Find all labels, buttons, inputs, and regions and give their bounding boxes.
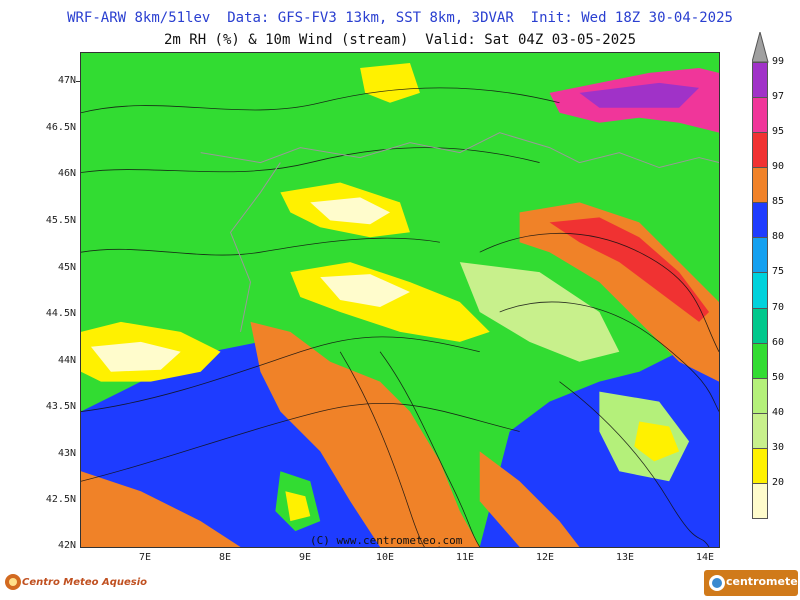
legend-label: 97 — [771, 91, 785, 103]
lat-label-44n: 44N — [57, 355, 76, 366]
lat-label-42n: 42N — [57, 540, 76, 551]
lon-label-12e: 12E — [535, 552, 555, 563]
legend-label: 40 — [771, 406, 785, 418]
legend-label: 85 — [771, 196, 785, 208]
legend-label: 60 — [771, 336, 785, 348]
legend-label: 90 — [771, 161, 785, 173]
lon-label-7e: 7E — [138, 552, 152, 563]
lon-label-8e: 8E — [218, 552, 232, 563]
rh-legend-colorbar — [752, 32, 770, 519]
lat-label-45-5n: 45.5N — [45, 215, 76, 226]
lon-label-11e: 11E — [455, 552, 475, 563]
legend-label: 70 — [771, 301, 785, 313]
legend-label: 75 — [771, 266, 785, 278]
legend-label: 99 — [771, 56, 785, 67]
copyright-watermark: (C) www.centrometeo.com — [310, 534, 463, 547]
lon-label-13e: 13E — [615, 552, 635, 563]
aquesio-globe-icon — [5, 574, 21, 590]
lat-label-46n: 46N — [57, 168, 76, 179]
centrometeo-globe-icon — [709, 575, 725, 591]
lat-label-42-5n: 42.5N — [45, 494, 76, 505]
legend-swatch — [752, 62, 768, 99]
legend-label: 20 — [771, 476, 785, 488]
legend-label: 50 — [771, 371, 785, 383]
logo-right-text: centrometeo — [726, 575, 800, 588]
map-title-line1: WRF-ARW 8km/51lev Data: GFS-FV3 13km, SS… — [67, 10, 733, 26]
legend-label: 80 — [771, 231, 785, 243]
lon-label-9e: 9E — [298, 552, 312, 563]
centro-meteo-aquesio-logo — [2, 570, 202, 598]
lat-label-44-5n: 44.5N — [45, 308, 76, 319]
lon-label-10e: 10E — [375, 552, 395, 563]
lat-label-46-5n: 46.5N — [45, 122, 76, 133]
legend-label: 95 — [771, 126, 785, 138]
logo-left-text: Centro Meteo Aquesio — [22, 577, 147, 588]
lat-label-43-5n: 43.5N — [45, 401, 76, 412]
rh-wind-map — [80, 52, 720, 548]
lon-label-14e: 14E — [695, 552, 715, 563]
lat-label-43n: 43N — [57, 448, 76, 459]
legend-label: 30 — [771, 441, 785, 453]
lat-label-45n: 45N — [57, 262, 76, 273]
centrometeo-logo — [704, 570, 798, 596]
legend-swatch — [752, 482, 768, 519]
map-title-line2: 2m RH (%) & 10m Wind (stream) Valid: Sat… — [163, 32, 636, 48]
lat-label-47n: 47N — [57, 75, 76, 86]
